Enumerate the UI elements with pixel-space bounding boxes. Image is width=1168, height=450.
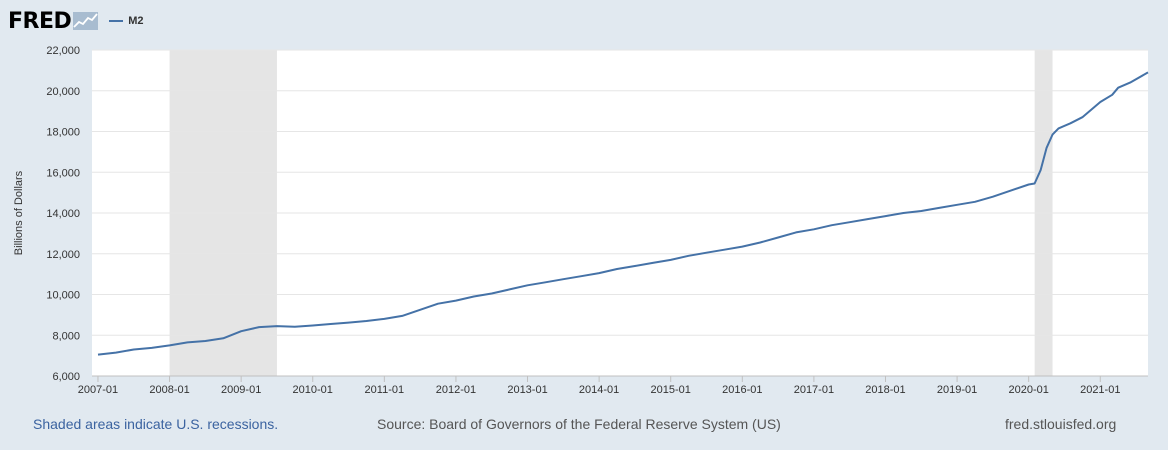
y-tick-label-3: 12,000 [46, 249, 80, 261]
x-tick-label-0: 2007-01 [78, 384, 118, 396]
legend: M2 [109, 15, 144, 27]
y-tick-label-0: 6,000 [52, 371, 80, 383]
source-note: Source: Board of Governors of the Federa… [377, 416, 781, 432]
fred-logo[interactable]: FRED [8, 8, 72, 34]
x-tick-label-12: 2019-01 [937, 384, 977, 396]
x-axis: 2007-01 2008-01 2009-01 2010-01 2011-01 2012-… [78, 375, 1148, 396]
chart-header: FRED M2 [8, 6, 144, 36]
y-tick-label-5: 16,000 [46, 167, 80, 179]
x-tick-label-13: 2020-01 [1008, 384, 1048, 396]
x-tick-label-9: 2016-01 [722, 384, 762, 396]
x-tick-label-8: 2015-01 [651, 384, 691, 396]
series-layer [97, 71, 1149, 356]
y-tick-label-2: 10,000 [46, 290, 80, 302]
x-tick-label-5: 2012-01 [436, 384, 476, 396]
legend-swatch [109, 20, 124, 22]
y-tick-label-8: 22,000 [46, 45, 80, 57]
line-chart: 6,000 8,000 10,000 12,000 14,000 16,000 18,000… [13, 45, 1149, 396]
x-tick-label-4: 2011-01 [365, 384, 405, 396]
y-tick-label-1: 8,000 [52, 330, 80, 342]
y-axis-title: Billions of Dollars [13, 170, 25, 255]
y-tick-label-6: 18,000 [46, 127, 80, 139]
x-tick-label-11: 2018-01 [865, 384, 905, 396]
y-tick-label-7: 20,000 [46, 86, 80, 98]
gridlines [92, 49, 1148, 336]
x-tick-label-2: 2009-01 [221, 384, 261, 396]
recession-note[interactable]: Shaded areas indicate U.S. recessions. [33, 416, 279, 432]
x-tick-label-14: 2021-01 [1080, 384, 1120, 396]
x-tick-label-3: 2010-01 [293, 384, 333, 396]
y-axis: 6,000 8,000 10,000 12,000 14,000 16,000 18,000… [46, 45, 80, 383]
x-tick-label-6: 2013-01 [507, 384, 547, 396]
fred-logo-graph-icon [73, 12, 99, 30]
series-line-m2[interactable] [97, 71, 1149, 356]
x-tick-label-1: 2008-01 [149, 384, 189, 396]
site-link[interactable]: fred.stlouisfed.org [1005, 416, 1117, 432]
x-tick-label-7: 2014-01 [579, 384, 619, 396]
x-tick-label-10: 2017-01 [794, 384, 834, 396]
y-tick-label-4: 14,000 [46, 208, 80, 220]
legend-label: M2 [128, 15, 144, 27]
